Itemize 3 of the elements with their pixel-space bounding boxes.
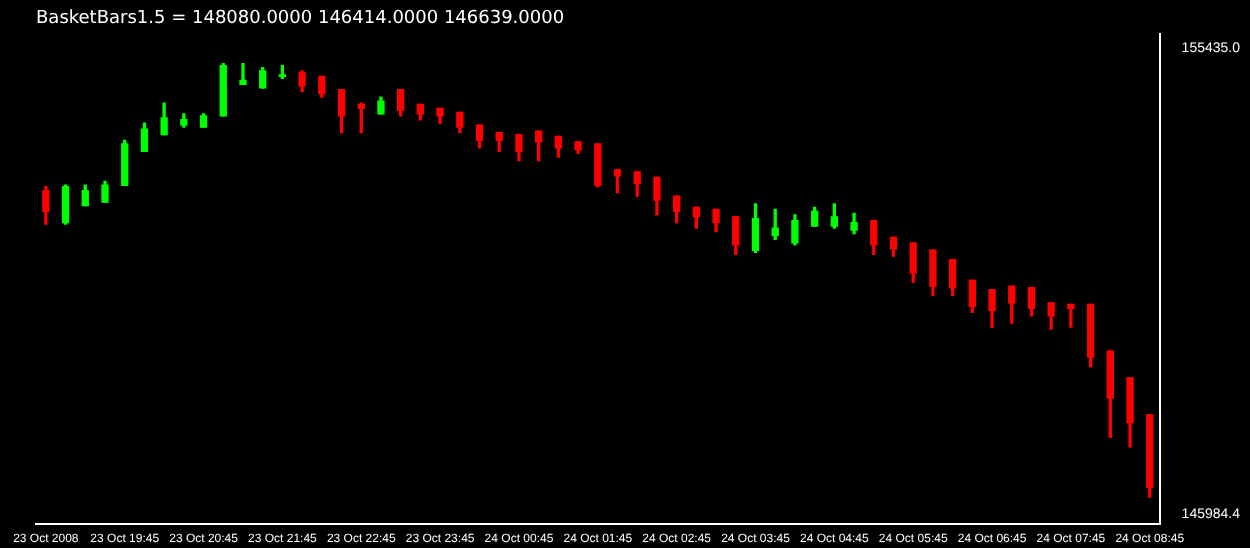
- candlestick: [1067, 303, 1075, 328]
- chart-title: BasketBars1.5 = 148080.0000 146414.0000 146639.0000: [36, 9, 565, 30]
- candlestick: [239, 62, 247, 85]
